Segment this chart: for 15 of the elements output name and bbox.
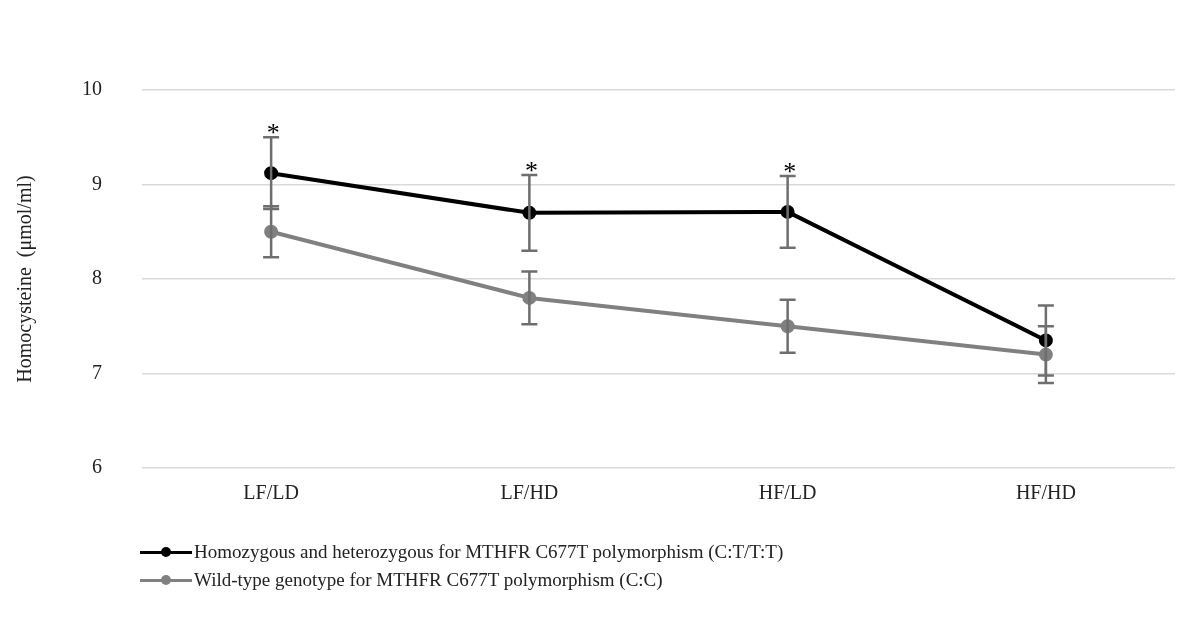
annotation: *	[783, 156, 797, 186]
x-tick-label: LF/LD	[243, 481, 299, 504]
y-tick-label: 10	[82, 77, 102, 100]
y-tick-label: 6	[92, 455, 102, 478]
x-tick-label: HF/HD	[1015, 481, 1076, 504]
legend-label: Wild-type genotype for MTHFR C677T polymorphism (C:C)	[194, 569, 663, 591]
annotation: *	[266, 118, 280, 148]
y-axis-title: Homocysteine (μmol/ml)	[13, 175, 37, 383]
y-tick-label: 7	[92, 360, 102, 383]
annotation: *	[524, 156, 538, 186]
x-tick-label: LF/HD	[500, 481, 559, 504]
y-tick-label: 8	[92, 266, 102, 289]
y-tick-label: 9	[92, 171, 102, 194]
legend-label: Homozygous and heterozygous for MTHFR C677T polymorphism (C:T/T:T)	[194, 541, 784, 563]
x-tick-label: HF/LD	[758, 481, 817, 504]
